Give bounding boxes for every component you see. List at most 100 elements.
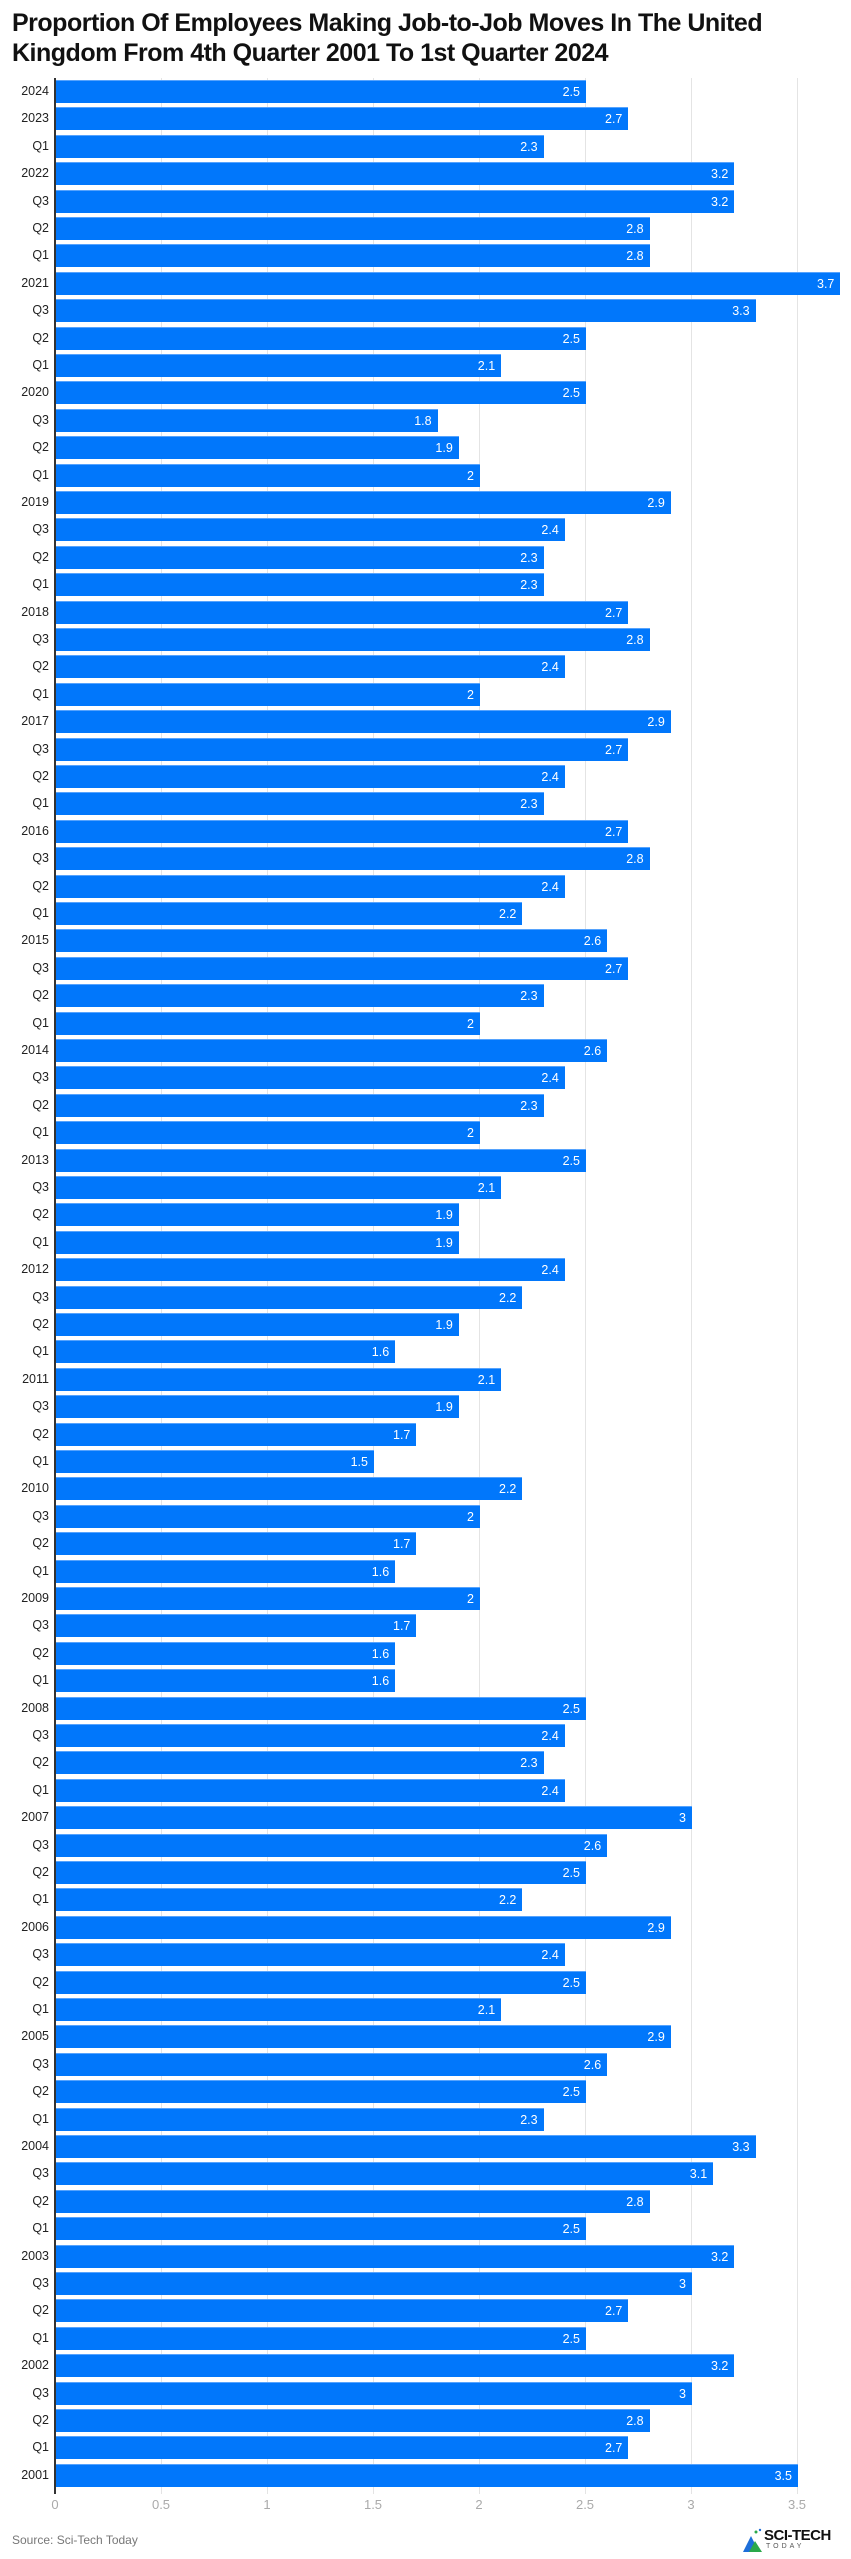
bar[interactable]: 3 <box>56 2272 692 2295</box>
bar[interactable]: 2.5 <box>56 1696 586 1720</box>
bar[interactable]: 2.6 <box>56 1833 608 1857</box>
bar[interactable]: 2.4 <box>56 655 565 679</box>
bar[interactable]: 1.9 <box>56 1203 459 1227</box>
bar[interactable]: 2.5 <box>56 1861 586 1884</box>
bar[interactable]: 2.5 <box>56 381 586 405</box>
bar[interactable]: 3.3 <box>56 2135 756 2158</box>
bar[interactable]: 2 <box>56 1504 480 1528</box>
bar[interactable]: 2.5 <box>56 2217 586 2241</box>
bar[interactable]: 2.4 <box>56 1943 565 1967</box>
bar[interactable]: 2.9 <box>56 1915 671 1939</box>
bar[interactable]: 2.1 <box>56 1176 502 1199</box>
bar[interactable]: 2.8 <box>56 847 650 871</box>
bar[interactable]: 2 <box>56 682 480 706</box>
bar[interactable]: 2.9 <box>56 2025 671 2049</box>
bar[interactable]: 3 <box>56 1806 692 1830</box>
bar[interactable]: 2.3 <box>56 2107 544 2131</box>
bar[interactable]: 2.2 <box>56 1477 523 1501</box>
bar[interactable]: 2.1 <box>56 1998 502 2021</box>
bar[interactable]: 2.5 <box>56 80 586 103</box>
bar[interactable]: 2.3 <box>56 984 544 1008</box>
bar[interactable]: 1.5 <box>56 1450 374 1473</box>
bar-value-label: 1.5 <box>350 1455 368 1469</box>
bar[interactable]: 2.9 <box>56 710 671 734</box>
bar[interactable]: 2.6 <box>56 929 608 953</box>
bar-row: Q3 1.7 <box>32 1614 851 1638</box>
bar[interactable]: 2.7 <box>56 600 629 624</box>
bar[interactable]: 2 <box>56 1587 480 1610</box>
bar[interactable]: 2.4 <box>56 1258 565 1282</box>
bar[interactable]: 2.5 <box>56 1148 586 1172</box>
bar[interactable]: 2.7 <box>56 107 629 131</box>
bar[interactable]: 2.5 <box>56 2326 586 2350</box>
bar[interactable]: 3.5 <box>56 2463 798 2487</box>
bar[interactable]: 2.2 <box>56 902 523 925</box>
bar[interactable]: 2.9 <box>56 491 671 514</box>
bar[interactable]: 2.4 <box>56 874 565 898</box>
bar[interactable]: 3.2 <box>56 2244 735 2268</box>
gridline <box>691 78 692 2494</box>
bar-value-label: 2.1 <box>477 1372 496 1387</box>
bar[interactable]: 2.2 <box>56 1888 523 1912</box>
bar[interactable]: 2.7 <box>56 737 629 761</box>
bar[interactable]: 2.3 <box>56 573 544 597</box>
bar[interactable]: 3.7 <box>56 271 841 295</box>
bar[interactable]: 2.3 <box>56 545 544 569</box>
bar[interactable]: 2 <box>56 463 480 487</box>
bar[interactable]: 2.3 <box>56 792 544 816</box>
bar[interactable]: 3.2 <box>56 2354 735 2378</box>
bar[interactable]: 2 <box>56 1121 480 1145</box>
bar[interactable]: 2.1 <box>56 1367 502 1391</box>
bar[interactable]: 2.8 <box>56 2189 650 2213</box>
bar[interactable]: 1.8 <box>56 408 438 432</box>
bar[interactable]: 2.4 <box>56 765 565 788</box>
bar-value-label: 2.2 <box>499 907 517 921</box>
bar[interactable]: 2.2 <box>56 1285 523 1309</box>
bar[interactable]: 2.7 <box>56 2299 629 2323</box>
bar[interactable]: 1.9 <box>56 1230 459 1254</box>
bar[interactable]: 2.3 <box>56 134 544 158</box>
bar[interactable]: 2.5 <box>56 326 586 350</box>
bar[interactable]: 2.4 <box>56 518 565 542</box>
bar[interactable]: 2.7 <box>56 956 629 980</box>
category-label: 2017 <box>21 714 49 729</box>
bar[interactable]: 2.8 <box>56 2409 650 2432</box>
bar-value-label: 2 <box>467 1592 474 1606</box>
category-label: Q3 <box>32 960 49 975</box>
bar[interactable]: 1.7 <box>56 1532 417 1556</box>
bar[interactable]: 2.4 <box>56 1724 565 1747</box>
bar[interactable]: 2.5 <box>56 1970 586 1994</box>
bar-value-label: 2 <box>467 687 474 702</box>
bar[interactable]: 2.7 <box>56 2436 629 2460</box>
category-label: 2006 <box>21 1919 49 1934</box>
bar[interactable]: 2.3 <box>56 1751 544 1775</box>
bar[interactable]: 1.6 <box>56 1340 396 1364</box>
bar[interactable]: 1.6 <box>56 1669 396 1693</box>
bar[interactable]: 2.6 <box>56 2052 608 2076</box>
bar[interactable]: 3.3 <box>56 299 756 323</box>
bar[interactable]: 2.1 <box>56 354 502 377</box>
bar[interactable]: 1.9 <box>56 1313 459 1336</box>
bar[interactable]: 1.6 <box>56 1641 396 1665</box>
bar[interactable]: 2.8 <box>56 244 650 268</box>
bar[interactable]: 1.6 <box>56 1559 396 1583</box>
bar[interactable]: 3.2 <box>56 162 735 186</box>
bar[interactable]: 3 <box>56 2381 692 2405</box>
bar[interactable]: 2.5 <box>56 2080 586 2104</box>
bar[interactable]: 3.2 <box>56 189 735 213</box>
bar[interactable]: 2.4 <box>56 1778 565 1802</box>
bar[interactable]: 1.9 <box>56 1395 459 1419</box>
bar[interactable]: 2.3 <box>56 1093 544 1117</box>
category-label: Q2 <box>32 1865 49 1879</box>
bar-row: Q1 2.3 <box>32 573 851 597</box>
bar[interactable]: 2 <box>56 1011 480 1035</box>
bar[interactable]: 3.1 <box>56 2162 714 2186</box>
bar[interactable]: 2.8 <box>56 217 650 240</box>
bar[interactable]: 1.7 <box>56 1614 417 1638</box>
bar[interactable]: 2.4 <box>56 1066 565 1090</box>
bar[interactable]: 2.8 <box>56 628 650 651</box>
bar[interactable]: 2.7 <box>56 819 629 843</box>
bar[interactable]: 1.7 <box>56 1422 417 1446</box>
bar[interactable]: 2.6 <box>56 1039 608 1062</box>
bar[interactable]: 1.9 <box>56 436 459 460</box>
